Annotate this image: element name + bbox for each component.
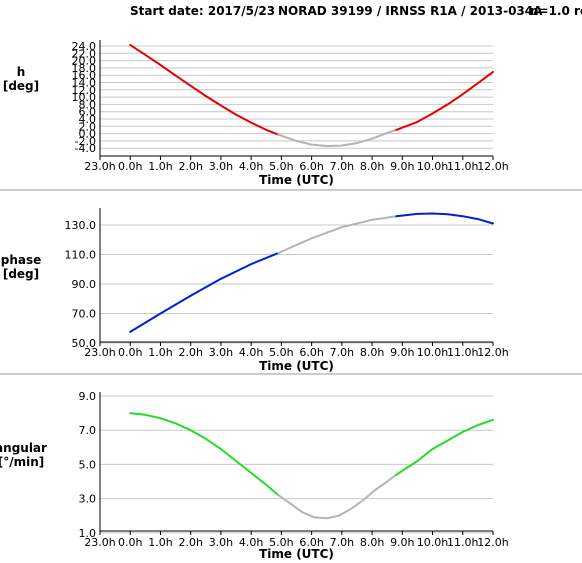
elevation-y-tick-label: 2.0 <box>79 120 97 133</box>
phase-series-visible-segment-2 <box>395 212 494 225</box>
angular-x-tick-label: 9.0h <box>390 536 414 549</box>
angular-x-tick-label: 8.0h <box>360 536 384 549</box>
phase-y-tick-label: 50.0 <box>72 337 97 350</box>
phase-x-tick-label: 0.0h <box>118 346 142 359</box>
phase-x-axis-label: Time (UTC) <box>259 359 334 373</box>
angular-x-tick-label: 1.0h <box>148 536 172 549</box>
phase-y-tick-label: 70.0 <box>72 308 97 321</box>
angular-x-tick-label: 3.0h <box>209 536 233 549</box>
phase-x-tick-label: 3.0h <box>209 346 233 359</box>
phase-series-visible-segment-0 <box>129 252 280 333</box>
elevation-y-axis-label: [deg] <box>3 79 39 93</box>
phase-y-tick-label: 110.0 <box>65 249 97 262</box>
elevation-x-tick-label: 12.0h <box>477 160 508 173</box>
phase-x-tick-label: 10.0h <box>417 346 448 359</box>
angular-y-axis-label: [°/min] <box>0 455 44 469</box>
elevation-y-tick-label: 8.0 <box>79 98 97 111</box>
angular-y-tick-label: 1.0 <box>79 527 97 540</box>
angular-x-tick-label: 2.0h <box>178 536 202 549</box>
phase-y-axis-label: phase <box>1 253 42 267</box>
angular-x-tick-label: 6.0h <box>299 536 323 549</box>
angular-x-tick-label: 12.0h <box>477 536 508 549</box>
elevation-y-tick-label: 14.0 <box>72 77 97 90</box>
phase-y-tick-label: 90.0 <box>72 278 97 291</box>
elevation-y-tick-label: 10.0 <box>72 91 97 104</box>
elevation-series-visible-segment-0 <box>129 43 280 136</box>
phase-x-tick-label: 11.0h <box>447 346 478 359</box>
angular-x-tick-label: 0.0h <box>118 536 142 549</box>
angular-series-hidden-segment-1 <box>277 473 398 520</box>
elevation-x-tick-label: 10.0h <box>417 160 448 173</box>
elevation-y-tick-label: -4.0 <box>75 142 96 155</box>
start-date-label: Start date: 2017/5/23 <box>130 4 275 18</box>
elevation-x-axis-label: Time (UTC) <box>259 173 334 187</box>
phase-x-tick-label: 1.0h <box>148 346 172 359</box>
elevation-y-tick-label: 24.0 <box>72 40 97 53</box>
elevation-x-tick-label: 3.0h <box>209 160 233 173</box>
elevation-series-visible-segment-2 <box>395 70 494 131</box>
elevation-y-tick-label: 6.0 <box>79 106 97 119</box>
phase-x-tick-label: 12.0h <box>477 346 508 359</box>
elevation-x-tick-label: 7.0h <box>330 160 354 173</box>
phase-x-tick-label: 5.0h <box>269 346 293 359</box>
phase-x-tick-label: 8.0h <box>360 346 384 359</box>
elevation-y-tick-label: 0.0 <box>79 128 97 141</box>
angular-x-axis-label: Time (UTC) <box>259 547 334 561</box>
angular-x-tick-label: 7.0h <box>330 536 354 549</box>
elevation-y-tick-label: 22.0 <box>72 47 97 60</box>
angular-y-tick-label: 7.0 <box>79 424 97 437</box>
elevation-x-tick-label: 9.0h <box>390 160 414 173</box>
angular-series-visible-segment-2 <box>395 418 494 476</box>
elevation-series-hidden-segment-1 <box>277 128 398 147</box>
elevation-x-tick-label: 11.0h <box>447 160 478 173</box>
revolution-label: n=1.0 rev <box>530 4 582 18</box>
elevation-y-tick-label: 12.0 <box>72 84 97 97</box>
elevation-x-tick-label: 6.0h <box>299 160 323 173</box>
phase-x-tick-label: 6.0h <box>299 346 323 359</box>
phase-x-tick-label: 2.0h <box>178 346 202 359</box>
elevation-y-tick-label: 18.0 <box>72 62 97 75</box>
phase-x-tick-label: 4.0h <box>239 346 263 359</box>
elevation-x-tick-label: 4.0h <box>239 160 263 173</box>
angular-y-tick-label: 9.0 <box>79 390 97 403</box>
angular-y-tick-label: 5.0 <box>79 458 97 471</box>
phase-x-tick-label: 9.0h <box>390 346 414 359</box>
angular-series-visible-segment-0 <box>129 412 280 497</box>
angular-y-tick-label: 3.0 <box>79 493 97 506</box>
phase-x-tick-label: 7.0h <box>330 346 354 359</box>
angular-x-tick-label: 23.0h <box>84 536 115 549</box>
elevation-x-tick-label: 1.0h <box>148 160 172 173</box>
elevation-x-tick-label: 5.0h <box>269 160 293 173</box>
angular-x-tick-label: 4.0h <box>239 536 263 549</box>
elevation-x-tick-label: 8.0h <box>360 160 384 173</box>
elevation-x-tick-label: 2.0h <box>178 160 202 173</box>
phase-x-tick-label: 23.0h <box>84 346 115 359</box>
elevation-x-tick-label: 0.0h <box>118 160 142 173</box>
elevation-y-tick-label: 20.0 <box>72 55 97 68</box>
angular-x-tick-label: 11.0h <box>447 536 478 549</box>
angular-x-tick-label: 10.0h <box>417 536 448 549</box>
phase-series-hidden-segment-1 <box>277 215 398 254</box>
satellite-id-label: NORAD 39199 / IRNSS R1A / 2013-034A <box>278 4 543 18</box>
elevation-x-tick-label: 23.0h <box>84 160 115 173</box>
charts-group: 24.022.020.018.016.014.012.010.08.06.04.… <box>0 40 582 561</box>
angular-y-axis-label: angular <box>0 441 47 455</box>
elevation-y-tick-label: 4.0 <box>79 113 97 126</box>
elevation-y-tick-label: -2.0 <box>75 135 96 148</box>
angular-x-tick-label: 5.0h <box>269 536 293 549</box>
elevation-y-tick-label: 16.0 <box>72 69 97 82</box>
phase-y-axis-label: [deg] <box>3 267 39 281</box>
phase-y-tick-label: 130.0 <box>65 219 97 232</box>
elevation-y-axis-label: h <box>17 65 26 79</box>
